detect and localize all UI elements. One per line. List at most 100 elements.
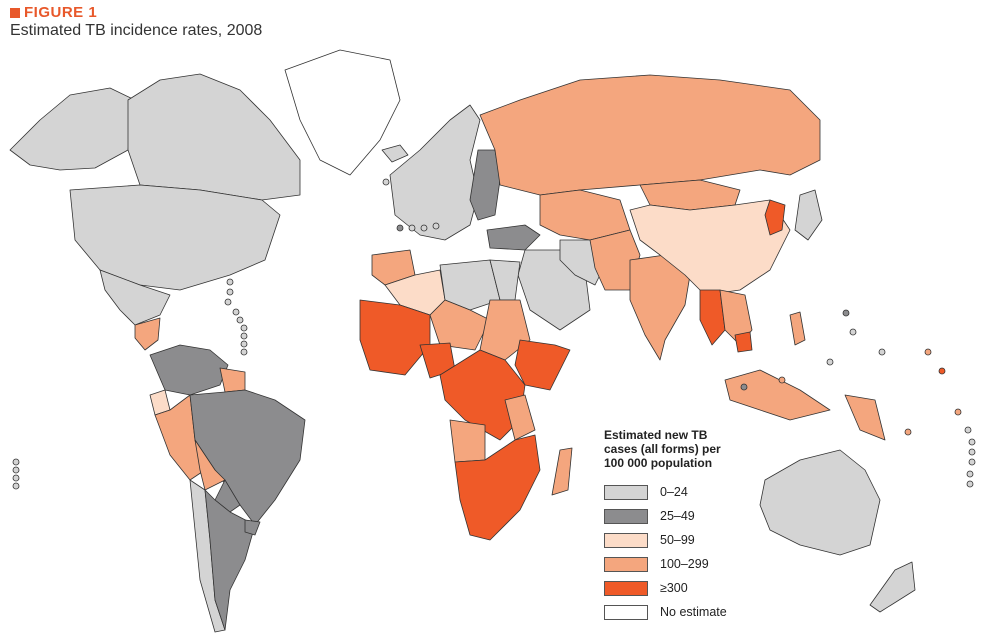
figure-header: FIGURE 1 Estimated TB incidence rates, 2…	[10, 4, 262, 40]
island-marker	[904, 428, 912, 436]
region-angola	[449, 419, 486, 463]
legend-items: 0–24 25–49 50–99 100–299 ≥300 No estimat…	[604, 480, 804, 624]
legend-swatch	[604, 580, 648, 596]
island-marker	[12, 458, 20, 466]
island-marker	[740, 383, 748, 391]
island-marker	[396, 224, 404, 232]
region-uruguay	[244, 519, 261, 536]
region-madagascar	[551, 447, 573, 496]
region-china	[629, 199, 791, 296]
island-marker	[408, 224, 416, 232]
island-marker	[12, 466, 20, 474]
island-marker	[966, 480, 974, 488]
legend-title: Estimated new TB cases (all forms) per 1…	[604, 428, 804, 470]
region-indonesia	[724, 369, 831, 421]
legend-label: 50–99	[660, 533, 695, 547]
island-marker	[968, 438, 976, 446]
region-central-america	[134, 317, 161, 351]
island-marker	[240, 332, 248, 340]
region-papua-new-guinea	[844, 394, 886, 441]
region-mexico	[99, 269, 171, 326]
island-marker	[226, 288, 234, 296]
island-markers	[12, 178, 976, 490]
figure-title: Estimated TB incidence rates, 2008	[10, 22, 263, 39]
figure-label: FIGURE 1	[10, 4, 262, 21]
legend-title-line-2: cases (all forms) per	[604, 442, 721, 456]
region-russia	[479, 74, 821, 196]
region-greenland	[284, 49, 401, 176]
region-eastern-europe	[469, 149, 501, 221]
figure-label-text: FIGURE 1	[24, 4, 98, 21]
island-marker	[968, 458, 976, 466]
island-marker	[226, 278, 234, 286]
island-marker	[849, 328, 857, 336]
figure-label-square	[10, 7, 20, 18]
legend-swatch	[604, 604, 648, 620]
legend-label: 25–49	[660, 509, 695, 523]
region-usa	[69, 184, 281, 291]
legend-label: ≥300	[660, 581, 688, 595]
legend-title-line-1: Estimated new TB	[604, 428, 708, 442]
region-alaska	[9, 87, 136, 171]
island-marker	[878, 348, 886, 356]
region-north-africa	[439, 259, 501, 311]
region-sudan	[479, 299, 531, 361]
island-marker	[240, 348, 248, 356]
legend-swatch	[604, 556, 648, 572]
legend-item: 100–299	[604, 552, 804, 576]
region-southern-africa	[454, 434, 541, 541]
island-marker	[224, 298, 232, 306]
island-marker	[240, 324, 248, 332]
region-guianas	[219, 367, 246, 393]
region-venezuela-colombia	[149, 344, 229, 396]
region-bolivia	[194, 439, 226, 491]
region-central-asia	[539, 189, 631, 241]
island-marker	[938, 367, 946, 375]
region-niger-chad	[429, 299, 491, 351]
legend-label: 100–299	[660, 557, 709, 571]
island-marker	[778, 376, 786, 384]
region-western-europe	[389, 104, 481, 241]
island-marker	[12, 474, 20, 482]
island-marker	[966, 470, 974, 478]
island-marker	[240, 340, 248, 348]
region-north-korea	[764, 199, 786, 236]
island-marker	[924, 348, 932, 356]
region-australia	[759, 449, 881, 556]
legend-swatch	[604, 484, 648, 500]
legend-swatch	[604, 532, 648, 548]
region-canada	[127, 73, 301, 201]
legend-label: 0–24	[660, 485, 688, 499]
island-marker	[236, 316, 244, 324]
region-ethiopia-somalia	[514, 339, 571, 391]
region-philippines	[789, 311, 806, 346]
region-cambodia	[734, 331, 753, 353]
island-marker	[968, 448, 976, 456]
legend-item: 50–99	[604, 528, 804, 552]
island-marker	[954, 408, 962, 416]
legend-label: No estimate	[660, 605, 727, 619]
region-west-africa	[359, 299, 431, 376]
island-marker	[964, 426, 972, 434]
map-legend: Estimated new TB cases (all forms) per 1…	[604, 428, 804, 624]
legend-item: ≥300	[604, 576, 804, 600]
island-marker	[432, 222, 440, 230]
legend-item: 0–24	[604, 480, 804, 504]
island-marker	[382, 178, 390, 186]
region-iceland	[381, 144, 409, 163]
island-marker	[842, 309, 850, 317]
region-myanmar	[699, 289, 726, 346]
island-marker	[420, 224, 428, 232]
island-marker	[12, 482, 20, 490]
region-argentina	[204, 489, 256, 631]
region-japan	[794, 189, 823, 241]
region-new-zealand	[869, 561, 916, 613]
legend-swatch	[604, 508, 648, 524]
region-tanzania	[504, 394, 536, 441]
legend-item: No estimate	[604, 600, 804, 624]
island-marker	[232, 308, 240, 316]
island-marker	[826, 358, 834, 366]
region-turkey	[486, 224, 541, 251]
legend-item: 25–49	[604, 504, 804, 528]
